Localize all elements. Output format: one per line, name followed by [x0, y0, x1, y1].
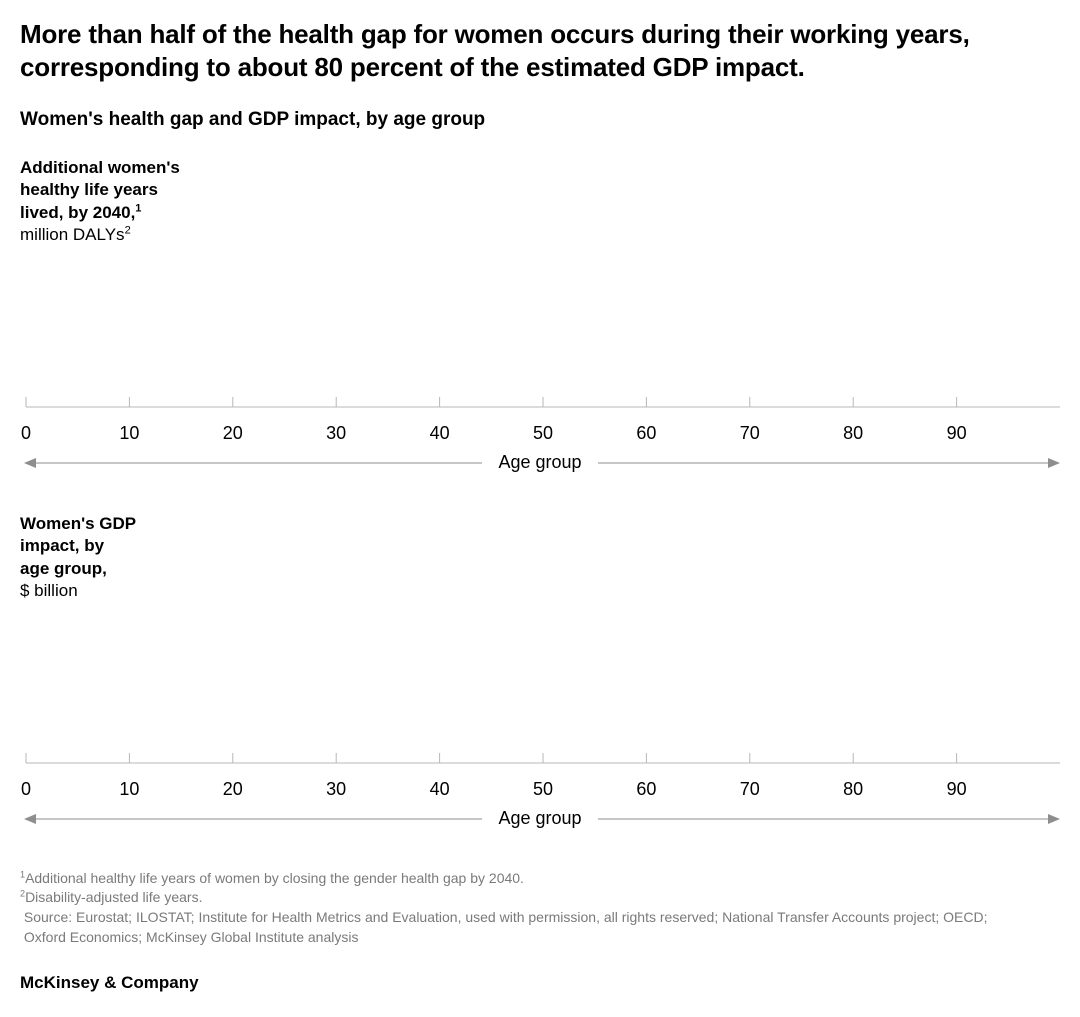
svg-text:50: 50	[533, 779, 553, 799]
footnotes: 1Additional healthy life years of women …	[20, 869, 1060, 948]
svg-text:Age group: Age group	[498, 808, 581, 828]
svg-text:30: 30	[326, 779, 346, 799]
chart-2-label: Women's GDP impact, by age group, $ bill…	[20, 513, 220, 603]
footnote-1: Additional healthy life years of women b…	[25, 870, 524, 886]
chart-1-axis: 0 10 20 30 40 50 60 70 80 90 Age group	[20, 257, 1060, 477]
svg-text:60: 60	[636, 423, 656, 443]
headline: More than half of the health gap for wom…	[20, 18, 1030, 83]
chart-2-label-l1: Women's GDP	[20, 514, 136, 533]
svg-text:10: 10	[119, 423, 139, 443]
svg-text:10: 10	[119, 779, 139, 799]
svg-text:70: 70	[740, 423, 760, 443]
chart-2: Women's GDP impact, by age group, $ bill…	[20, 513, 1060, 833]
svg-text:50: 50	[533, 423, 553, 443]
chart-2-axis: 0 10 20 30 40 50 60 70 80 90 Age group	[20, 613, 1060, 833]
chart-1-label-l3: lived, by 2040,	[20, 203, 135, 222]
source-line-2: Oxford Economics; McKinsey Global Instit…	[24, 929, 359, 945]
chart-1-sup2: 2	[125, 225, 131, 237]
chart-subtitle: Women's health gap and GDP impact, by ag…	[20, 109, 1060, 131]
source-prefix: Source:	[24, 909, 76, 925]
chart-1-sup1: 1	[135, 202, 141, 214]
brand: McKinsey & Company	[20, 973, 1060, 993]
footnote-2: Disability-adjusted life years.	[25, 889, 202, 905]
svg-text:80: 80	[843, 779, 863, 799]
svg-text:30: 30	[326, 423, 346, 443]
svg-text:20: 20	[223, 779, 243, 799]
svg-text:20: 20	[223, 423, 243, 443]
svg-text:40: 40	[430, 779, 450, 799]
chart-2-label-light: $ billion	[20, 581, 78, 600]
chart-1-label-l1: Additional women's	[20, 158, 180, 177]
svg-text:0: 0	[21, 423, 31, 443]
svg-text:80: 80	[843, 423, 863, 443]
svg-text:70: 70	[740, 779, 760, 799]
svg-text:0: 0	[21, 779, 31, 799]
chart-1-label: Additional women's healthy life years li…	[20, 157, 220, 247]
chart-1-label-light: million DALYs	[20, 225, 125, 244]
chart-2-label-l3: age group,	[20, 559, 107, 578]
chart-1: Additional women's healthy life years li…	[20, 157, 1060, 477]
svg-text:90: 90	[947, 423, 967, 443]
chart-2-label-l2: impact, by	[20, 536, 104, 555]
svg-text:Age group: Age group	[498, 452, 581, 472]
svg-text:90: 90	[947, 779, 967, 799]
svg-text:60: 60	[636, 779, 656, 799]
chart-1-label-l2: healthy life years	[20, 180, 158, 199]
svg-text:40: 40	[430, 423, 450, 443]
source-line-1: Eurostat; ILOSTAT; Institute for Health …	[76, 909, 987, 925]
